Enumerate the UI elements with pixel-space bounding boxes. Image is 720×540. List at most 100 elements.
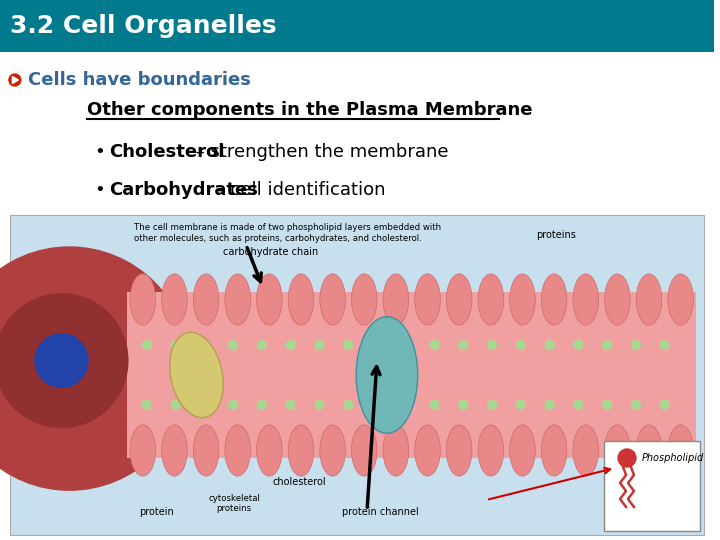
Circle shape bbox=[574, 341, 583, 349]
Ellipse shape bbox=[320, 425, 346, 476]
Text: Phospholipid: Phospholipid bbox=[642, 453, 704, 463]
Circle shape bbox=[229, 341, 238, 349]
Ellipse shape bbox=[541, 425, 567, 476]
Text: •: • bbox=[94, 181, 105, 199]
Ellipse shape bbox=[605, 425, 630, 476]
Ellipse shape bbox=[383, 425, 409, 476]
Ellipse shape bbox=[170, 332, 223, 417]
Text: cytoskeletal
proteins: cytoskeletal proteins bbox=[208, 494, 260, 513]
Circle shape bbox=[372, 341, 382, 349]
Circle shape bbox=[143, 401, 151, 409]
FancyBboxPatch shape bbox=[604, 441, 701, 531]
Ellipse shape bbox=[636, 425, 662, 476]
Circle shape bbox=[287, 341, 295, 349]
Bar bbox=[0, 0, 714, 52]
Text: other molecules, such as proteins, carbohydrates, and cholesterol.: other molecules, such as proteins, carbo… bbox=[134, 234, 422, 243]
Text: carbohydrate chain: carbohydrate chain bbox=[223, 247, 318, 257]
Circle shape bbox=[0, 294, 128, 428]
Circle shape bbox=[343, 341, 353, 349]
Circle shape bbox=[258, 341, 266, 349]
Circle shape bbox=[459, 341, 468, 349]
Text: Other components in the Plasma Membrane: Other components in the Plasma Membrane bbox=[87, 101, 533, 119]
Bar bbox=[127, 292, 696, 458]
Ellipse shape bbox=[510, 274, 535, 325]
Text: Carbohydrates: Carbohydrates bbox=[109, 181, 258, 199]
Text: – strengthen the membrane: – strengthen the membrane bbox=[191, 143, 449, 161]
Text: Cells have boundaries: Cells have boundaries bbox=[28, 71, 251, 89]
Circle shape bbox=[660, 341, 669, 349]
Circle shape bbox=[459, 401, 468, 409]
Ellipse shape bbox=[573, 274, 598, 325]
Ellipse shape bbox=[130, 274, 156, 325]
Circle shape bbox=[603, 401, 612, 409]
Bar bbox=[10, 215, 704, 535]
Ellipse shape bbox=[356, 317, 418, 433]
Circle shape bbox=[287, 401, 295, 409]
Ellipse shape bbox=[225, 425, 251, 476]
Circle shape bbox=[0, 247, 190, 490]
Ellipse shape bbox=[193, 274, 219, 325]
Circle shape bbox=[35, 334, 88, 387]
Circle shape bbox=[631, 341, 640, 349]
Circle shape bbox=[372, 401, 382, 409]
Ellipse shape bbox=[573, 425, 598, 476]
Circle shape bbox=[545, 401, 554, 409]
Ellipse shape bbox=[256, 425, 282, 476]
Text: – cell identification: – cell identification bbox=[210, 181, 386, 199]
Text: proteins: proteins bbox=[536, 230, 575, 240]
Circle shape bbox=[487, 401, 497, 409]
Circle shape bbox=[171, 341, 180, 349]
Circle shape bbox=[229, 401, 238, 409]
Text: cholesterol: cholesterol bbox=[273, 477, 326, 487]
Ellipse shape bbox=[288, 274, 314, 325]
Circle shape bbox=[143, 341, 151, 349]
Ellipse shape bbox=[288, 425, 314, 476]
Circle shape bbox=[516, 341, 526, 349]
Circle shape bbox=[315, 341, 324, 349]
Ellipse shape bbox=[478, 425, 503, 476]
Ellipse shape bbox=[605, 274, 630, 325]
Ellipse shape bbox=[256, 274, 282, 325]
Ellipse shape bbox=[478, 274, 503, 325]
Circle shape bbox=[200, 341, 209, 349]
Ellipse shape bbox=[351, 274, 377, 325]
Ellipse shape bbox=[383, 274, 409, 325]
Ellipse shape bbox=[668, 425, 693, 476]
Ellipse shape bbox=[161, 425, 187, 476]
Circle shape bbox=[516, 401, 526, 409]
Text: •: • bbox=[94, 143, 105, 161]
Circle shape bbox=[315, 401, 324, 409]
Circle shape bbox=[430, 341, 439, 349]
Ellipse shape bbox=[161, 274, 187, 325]
Ellipse shape bbox=[636, 274, 662, 325]
Circle shape bbox=[574, 401, 583, 409]
Circle shape bbox=[631, 401, 640, 409]
Ellipse shape bbox=[510, 425, 535, 476]
Text: 3.2 Cell Organelles: 3.2 Cell Organelles bbox=[10, 14, 276, 38]
Circle shape bbox=[603, 341, 612, 349]
Ellipse shape bbox=[415, 425, 441, 476]
Circle shape bbox=[618, 449, 636, 467]
Ellipse shape bbox=[415, 274, 441, 325]
Text: protein: protein bbox=[139, 507, 174, 517]
Polygon shape bbox=[12, 77, 18, 84]
Circle shape bbox=[401, 401, 410, 409]
Circle shape bbox=[660, 401, 669, 409]
Ellipse shape bbox=[668, 274, 693, 325]
Circle shape bbox=[401, 341, 410, 349]
Circle shape bbox=[258, 401, 266, 409]
Circle shape bbox=[9, 74, 21, 86]
Ellipse shape bbox=[130, 425, 156, 476]
Ellipse shape bbox=[446, 425, 472, 476]
Circle shape bbox=[200, 401, 209, 409]
Text: The cell membrane is made of two phospholipid layers embedded with: The cell membrane is made of two phospho… bbox=[134, 223, 441, 232]
Circle shape bbox=[171, 401, 180, 409]
Text: Cholesterol: Cholesterol bbox=[109, 143, 225, 161]
Circle shape bbox=[430, 401, 439, 409]
Ellipse shape bbox=[225, 274, 251, 325]
Circle shape bbox=[545, 341, 554, 349]
Ellipse shape bbox=[193, 425, 219, 476]
Ellipse shape bbox=[446, 274, 472, 325]
Ellipse shape bbox=[541, 274, 567, 325]
Ellipse shape bbox=[351, 425, 377, 476]
